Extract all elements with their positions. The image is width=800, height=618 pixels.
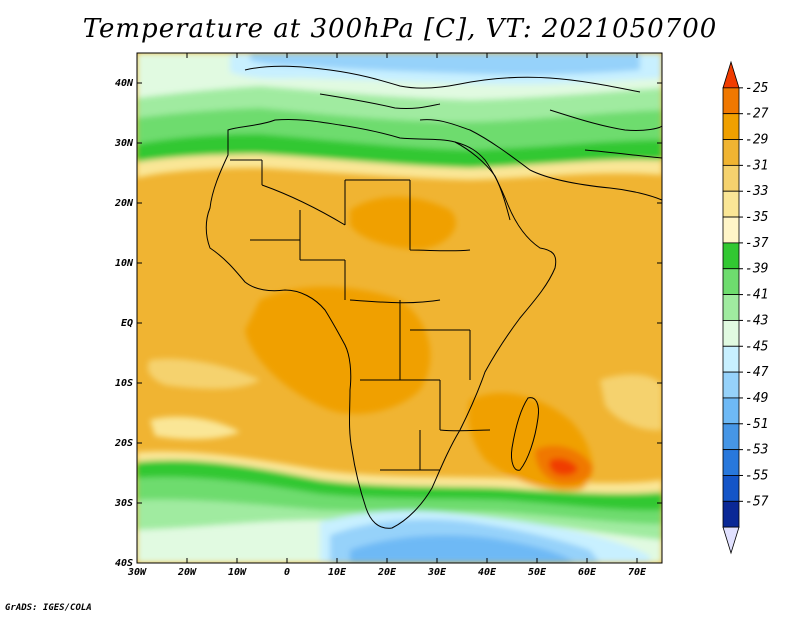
- lat-tick-label: EQ: [121, 318, 133, 329]
- colorbar: -25 -27 -29 -31 -33 -35 -37 -39 -41 -43 -45 -47 -49 -…: [722, 60, 769, 555]
- colorbar-swatch: [722, 139, 740, 166]
- lon-tick-label: 40E: [478, 567, 497, 578]
- colorbar-label: -35: [745, 210, 769, 225]
- colorbar-swatch: [722, 216, 740, 244]
- colorbar-swatch: [722, 397, 740, 425]
- lon-tick-label: 20E: [377, 567, 397, 578]
- latitude-axis: 40N 30N 20N 10N EQ 10S 20S 30S 40S: [114, 78, 662, 569]
- lat-tick-label: 10S: [115, 378, 133, 389]
- colorbar-swatch: [722, 500, 740, 528]
- colorbar-swatch: [722, 423, 740, 451]
- colorbar-label: -37: [745, 236, 769, 251]
- lat-tick-label: 30S: [114, 498, 133, 509]
- lon-tick-label: 30W: [127, 567, 147, 578]
- colorbar-label: -33: [745, 184, 768, 199]
- colorbar-swatch: [722, 190, 740, 218]
- lon-tick-label: 70E: [628, 567, 647, 578]
- colorbar-label: -45: [745, 339, 769, 354]
- lon-tick-label: 10E: [328, 567, 347, 578]
- lat-tick-label: 20N: [114, 198, 134, 209]
- lat-tick-label: 30N: [114, 138, 134, 149]
- lon-tick-label: 30E: [427, 567, 447, 578]
- colorbar-label: -39: [745, 262, 768, 277]
- colorbar-label: -25: [745, 81, 769, 96]
- colorbar-swatch: [722, 113, 740, 140]
- colorbar-label: -43: [745, 313, 768, 328]
- plot-border: [136, 52, 663, 564]
- colorbar-label: -55: [745, 468, 769, 483]
- lon-tick-label: 0: [284, 567, 290, 578]
- map-title: Temperature at 300hPa [C], VT: 202105070…: [82, 14, 718, 44]
- colorbar-label: -53: [745, 443, 768, 458]
- longitude-axis: 30W 20W 10W 0 10E 20E 30E 40E 50E 60E 70E: [127, 53, 647, 578]
- colorbar-label: -47: [745, 365, 769, 380]
- colorbar-label: -27: [745, 107, 769, 122]
- colorbar-swatch: [722, 345, 740, 373]
- colorbar-swatch: [722, 242, 740, 270]
- lon-tick-label: 10W: [228, 567, 247, 578]
- colorbar-label: -49: [745, 391, 768, 406]
- lon-tick-label: 60E: [578, 567, 597, 578]
- grads-credit: GrADS: IGES/COLA: [5, 603, 92, 613]
- colorbar-label: -57: [745, 494, 769, 509]
- coastline-borders: [205, 65, 662, 529]
- colorbar-label: -41: [745, 288, 768, 303]
- colorbar-swatch: [722, 320, 740, 347]
- lat-tick-label: 20S: [114, 438, 133, 449]
- lat-tick-label: 40S: [115, 558, 133, 569]
- colorbar-swatch: [722, 449, 740, 476]
- colorbar-swatch: [722, 60, 740, 89]
- colorbar-swatch: [722, 87, 740, 115]
- colorbar-swatch: [722, 371, 740, 399]
- lon-tick-label: 50E: [528, 567, 547, 578]
- colorbar-label: -51: [745, 417, 768, 432]
- colorbar-swatch: [722, 164, 740, 192]
- colorbar-swatch: [722, 268, 740, 295]
- lat-tick-label: 40N: [115, 78, 134, 89]
- lat-tick-label: 10N: [115, 258, 134, 269]
- colorbar-swatch: [722, 475, 740, 502]
- lon-tick-label: 20W: [177, 567, 197, 578]
- colorbar-label: -29: [745, 133, 768, 148]
- colorbar-label: -31: [745, 158, 768, 173]
- colorbar-swatch: [722, 526, 740, 555]
- colorbar-swatch: [722, 294, 740, 321]
